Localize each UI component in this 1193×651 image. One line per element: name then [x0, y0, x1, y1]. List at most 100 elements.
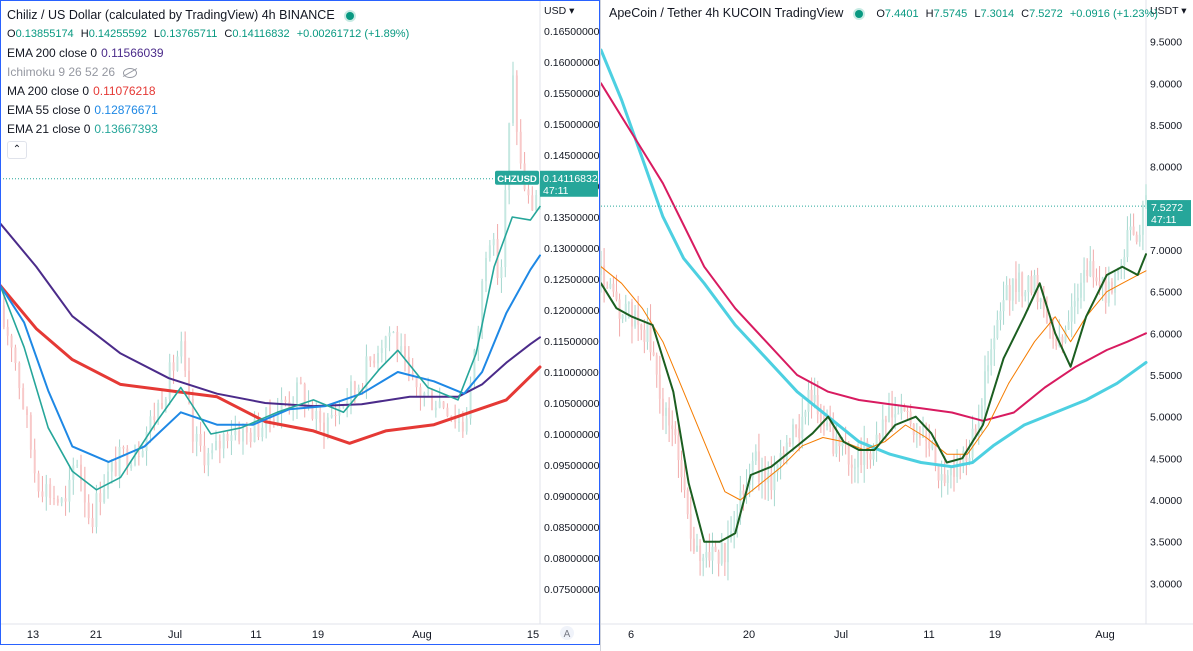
series-line-1 [0, 283, 542, 445]
apeusdt-chart-canvas[interactable]: 3.0000 3.5000 4.0000 4.5000 5.0000 5.5000 6.00… [601, 0, 1193, 651]
candle-body [515, 75, 518, 132]
candle-body [906, 411, 909, 413]
candle-body [6, 327, 9, 336]
candle-body [658, 374, 661, 399]
candle-body [527, 189, 530, 196]
candle-body [137, 455, 140, 457]
candle-body [473, 349, 476, 383]
x-tick-label: 19 [989, 629, 1001, 641]
candle-body [242, 427, 244, 442]
y-tick-label: 0.08500000 [544, 522, 600, 534]
candle-body [485, 257, 487, 282]
y-tick-label: 6.5000 [1150, 287, 1182, 299]
candle-body [350, 381, 352, 402]
symbol-tag [495, 170, 539, 185]
candle-body [161, 402, 163, 409]
candle-body [311, 404, 314, 419]
candle-body [280, 399, 283, 414]
indicator-ema55[interactable]: EMA 55 close 0 0.12876671 [7, 103, 158, 117]
candle-body [488, 245, 491, 258]
indicator-ma200[interactable]: MA 200 close 0 0.11076218 [7, 84, 156, 98]
candle-body [41, 491, 44, 497]
candle-body [612, 283, 615, 292]
candle-body [826, 422, 829, 427]
chart-pane-apeusdt[interactable]: 3.0000 3.5000 4.0000 4.5000 5.0000 5.5000 6.00… [601, 0, 1193, 651]
candle-body [126, 448, 129, 469]
y-tick-label: 0.10500000 [544, 398, 600, 410]
y-tick-label: 8.0000 [1150, 162, 1182, 174]
candle-body [45, 484, 48, 497]
hidden-eye-icon[interactable] [123, 67, 138, 78]
indicator-ichimoku[interactable]: Ichimoku 9 26 52 26 [7, 63, 413, 82]
candle-body [56, 498, 59, 503]
candle-body [603, 265, 606, 288]
indicator-ema200[interactable]: EMA 200 close 0 0.11566039 [7, 46, 164, 60]
candle-body [203, 445, 206, 466]
candle-body [29, 415, 32, 450]
candle-body [253, 419, 256, 442]
indicator-ema21[interactable]: EMA 21 close 0 0.13667393 [7, 122, 158, 136]
candle-body [110, 461, 113, 472]
candle-body [1089, 261, 1092, 277]
candle-body [122, 446, 125, 449]
apeusdt-title[interactable]: ApeCoin / Tether 4h KUCOIN TradingView [609, 6, 844, 20]
candle-body [10, 335, 13, 348]
y-tick-label: 0.09000000 [544, 491, 600, 503]
chzusd-title[interactable]: Chiliz / US Dollar (calculated by Tradin… [7, 6, 413, 25]
collapse-legend-button[interactable]: ⌃ [7, 141, 27, 159]
x-tick-label: Jul [834, 629, 848, 641]
apeusdt-legend: ApeCoin / Tether 4h KUCOIN TradingView O… [609, 6, 1162, 20]
candle-body [999, 311, 1002, 320]
candle-body [257, 419, 260, 438]
candle-body [751, 460, 754, 478]
y-tick-label: 0.13500000 [544, 212, 600, 224]
chart-pane-chzusd[interactable]: 0.07500000 0.08000000 0.08500000 0.09000000… [0, 0, 600, 651]
price-tag-countdown: 47:11 [1151, 214, 1177, 226]
candle-body [1092, 261, 1095, 278]
y-tick-label: 0.12500000 [544, 274, 600, 286]
candle-body [900, 405, 903, 414]
candle-body [621, 314, 624, 319]
candle-body [330, 414, 333, 418]
candle-body [446, 407, 449, 417]
y-tick-label: 0.12000000 [544, 305, 600, 317]
candle-body [940, 474, 943, 481]
candle-body [726, 538, 729, 563]
candle-body [1095, 277, 1098, 282]
candle-body [804, 411, 807, 417]
candle-body [91, 518, 94, 527]
y-tick-label: 5.0000 [1150, 412, 1182, 424]
candle-body [396, 331, 399, 353]
candle-body [438, 401, 441, 408]
candle-body [1098, 281, 1101, 286]
candle-body [887, 406, 890, 422]
candle-body [720, 543, 723, 564]
candle-body [365, 356, 368, 391]
candle-body [829, 422, 832, 427]
auto-scale-button [560, 626, 574, 640]
candle-body [95, 493, 98, 527]
y-tick-label: 0.14500000 [544, 150, 600, 162]
candle-body [245, 427, 248, 433]
candle-body [519, 131, 522, 164]
chzusd-chart-canvas[interactable]: 0.07500000 0.08000000 0.08500000 0.09000000… [0, 0, 600, 651]
candle-body [742, 490, 745, 495]
candle-body [60, 498, 63, 503]
candle-body [601, 265, 602, 275]
candle-body [1018, 272, 1021, 293]
candle-body [1052, 327, 1055, 339]
series-line-3 [601, 253, 1147, 543]
candle-body [1107, 281, 1110, 303]
candle-body [195, 433, 198, 442]
candle-body [878, 434, 881, 439]
candle-body [64, 498, 67, 502]
pane-divider[interactable] [600, 0, 601, 651]
candle-body [788, 442, 791, 445]
candle-body [832, 426, 835, 454]
candle-body [1076, 297, 1079, 302]
candle-body [53, 498, 55, 500]
candle-body [795, 424, 798, 429]
y-tick-label: 0.07500000 [544, 584, 600, 596]
candle-body [1024, 292, 1027, 297]
candle-body [1064, 329, 1067, 343]
